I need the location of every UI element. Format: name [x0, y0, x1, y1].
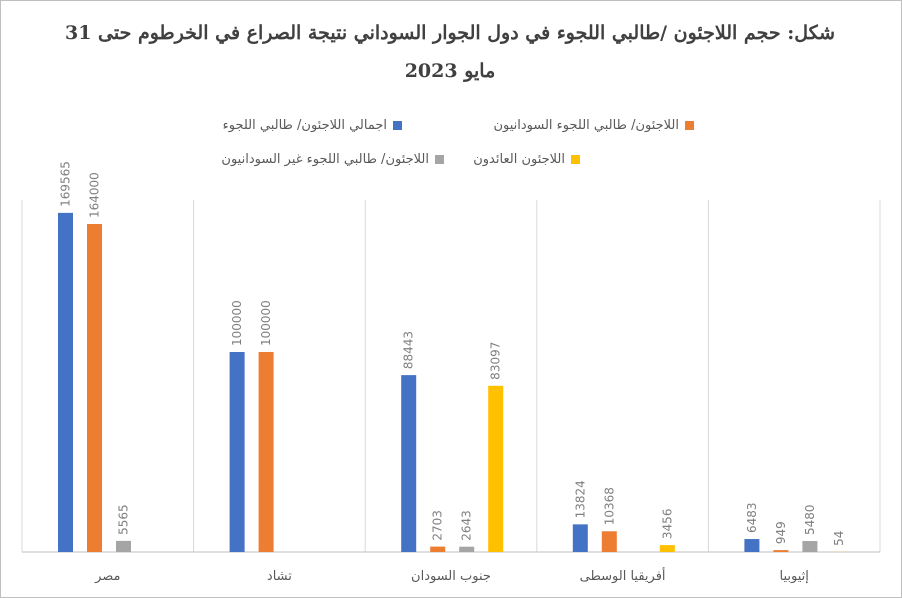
- bar: [488, 385, 504, 552]
- bar: [601, 531, 617, 552]
- data-label: 169565: [59, 161, 73, 207]
- bar: [572, 524, 588, 552]
- category-tick-label: مصر: [94, 569, 120, 584]
- data-label: 3456: [660, 509, 674, 540]
- legend-item-total: اجمالي اللاجئون/ طالبي اللجوء: [223, 118, 402, 133]
- legend: اجمالي اللاجئون/ طالبي اللجوء اللاجئون/ …: [0, 0, 902, 180]
- legend-label-total: اجمالي اللاجئون/ طالبي اللجوء: [222, 118, 387, 133]
- bar: [87, 224, 102, 552]
- legend-swatch-non-sudanese: [435, 155, 444, 164]
- bar: [229, 352, 245, 552]
- bar: [659, 545, 675, 552]
- legend-swatch-total: [393, 121, 402, 130]
- data-label: 100000: [259, 300, 273, 346]
- legend-label-sudanese: اللاجئون/ طالبي اللجوء السودانيون: [493, 118, 679, 133]
- data-label: 10368: [602, 487, 616, 525]
- legend-swatch-returnees: [571, 155, 580, 164]
- bar: [430, 546, 446, 552]
- bar: [802, 541, 818, 552]
- data-label: 164000: [88, 172, 102, 218]
- legend-swatch-sudanese: [685, 121, 694, 130]
- data-label: 949: [774, 521, 788, 544]
- bar: [773, 550, 789, 552]
- legend-item-sudanese: اللاجئون/ طالبي اللجوء السودانيون: [493, 118, 694, 133]
- data-label: 5480: [803, 504, 817, 535]
- chart-title: شكل: حجم اللاجئون /طالبي اللجوء في دول ا…: [64, 22, 836, 82]
- bar: [744, 539, 760, 552]
- legend-item-returnees: اللاجئون العائدون: [473, 152, 580, 167]
- data-label: 83097: [489, 342, 503, 380]
- data-label: 5565: [117, 504, 131, 535]
- bar: [116, 540, 131, 552]
- legend-label-returnees: اللاجئون العائدون: [473, 152, 565, 167]
- category-tick-label: جنوب السودان: [411, 569, 491, 584]
- category-tick-label: أفريقيا الوسطى: [580, 567, 666, 584]
- data-label: 13824: [573, 480, 587, 518]
- bar: [401, 375, 417, 552]
- category-tick-label: تشاد: [267, 569, 292, 584]
- bar: [58, 212, 73, 552]
- data-label: 88443: [402, 331, 416, 369]
- data-label: 54: [832, 531, 846, 546]
- data-label: 2643: [460, 510, 474, 541]
- data-label: 6483: [745, 502, 759, 533]
- bar: [258, 352, 274, 552]
- legend-label-non-sudanese: اللاجئون/ طالبي اللجوء غير السودانيون: [221, 152, 429, 167]
- data-label: 2703: [431, 510, 445, 541]
- legend-item-non-sudanese: اللاجئون/ طالبي اللجوء غير السودانيون: [221, 152, 444, 167]
- bar: [459, 546, 475, 552]
- data-label: 100000: [230, 300, 244, 346]
- category-tick-label: إثيوبيا: [780, 569, 809, 584]
